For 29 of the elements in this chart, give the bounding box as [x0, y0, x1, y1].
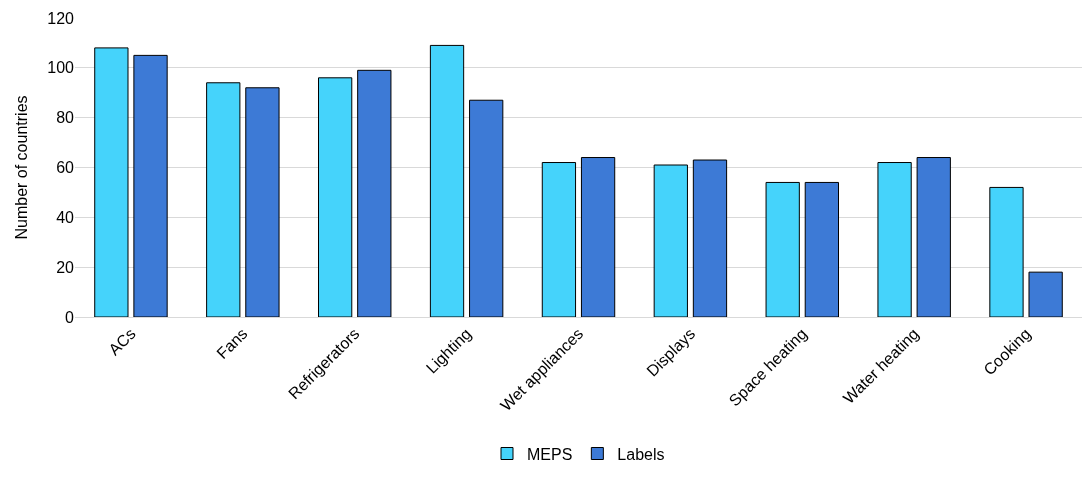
bar	[206, 82, 241, 317]
y-tick-label: 0	[65, 308, 75, 326]
bar	[692, 159, 728, 317]
bar	[245, 87, 280, 317]
y-tick-label: 20	[56, 258, 75, 276]
bar	[94, 47, 129, 317]
bar	[804, 181, 839, 317]
bar	[916, 157, 951, 317]
bar	[469, 99, 504, 317]
y-tick-label: 80	[56, 109, 75, 127]
bar	[989, 186, 1024, 317]
bar	[653, 164, 688, 317]
y-tick-label: 60	[56, 159, 75, 177]
bar	[318, 77, 353, 317]
y-tick-label: 40	[56, 208, 75, 226]
bar	[429, 44, 465, 317]
bar	[541, 162, 577, 317]
y-tick-label: 120	[47, 9, 75, 27]
bar	[877, 162, 912, 317]
y-axis-title: Number of countries	[13, 95, 31, 240]
bar	[580, 157, 616, 317]
x-tick-label: ACs	[105, 324, 139, 359]
y-tick-label: 100	[47, 59, 75, 77]
bar	[765, 181, 800, 317]
bar	[133, 54, 168, 317]
bar	[1028, 271, 1063, 317]
bar	[357, 69, 392, 317]
legend-label: MEPS	[527, 445, 573, 463]
legend-label: Labels	[617, 445, 665, 463]
